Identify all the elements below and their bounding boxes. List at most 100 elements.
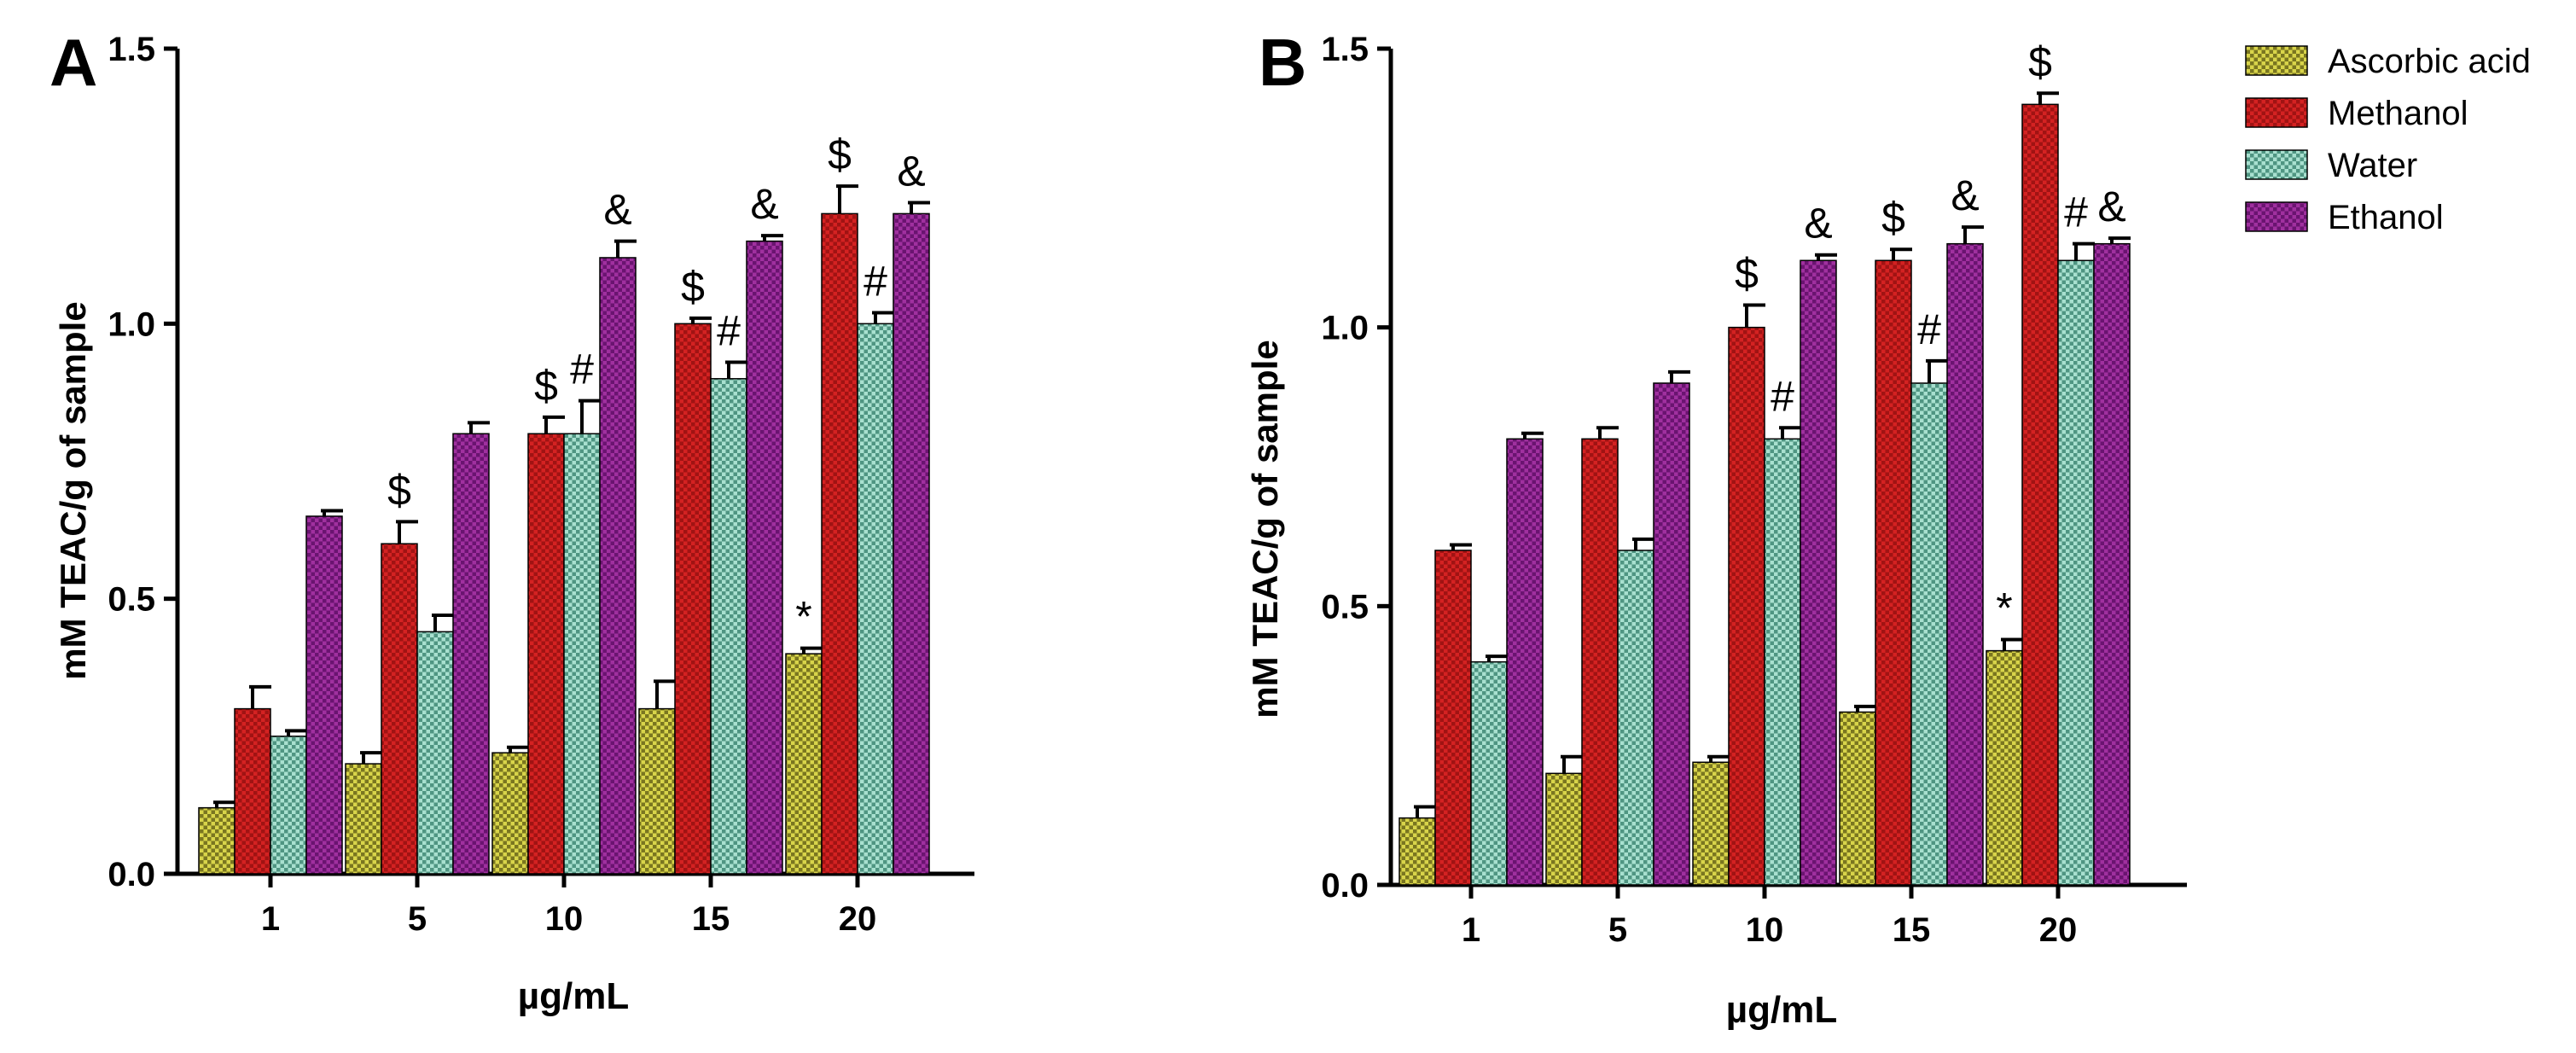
panel-b-label: B [1259, 25, 1306, 100]
panel-b-x-tick-label: 5 [1608, 911, 1627, 949]
panel-a-y-tick-label: 0.0 [108, 856, 155, 893]
panel-a-significance-ethanol-15: & [750, 180, 778, 228]
panel-a-error-bar-water-20 [872, 311, 894, 324]
panel-b-error-bar-water-10 [1779, 426, 1801, 439]
panel-b-significance-ascorbic-acid-20: * [1996, 585, 2012, 632]
panel-a-error-bar-ethanol-20 [908, 201, 930, 214]
panel-a-error-bar-ethanol-1 [321, 509, 343, 516]
panel-b-bar-ethanol-1 [1506, 438, 1544, 886]
panel-b-bar-water-1 [1470, 660, 1508, 886]
legend-swatch-ascorbic-acid [2245, 45, 2308, 76]
panel-a-x-tick-label: 20 [839, 900, 877, 938]
panel-a-error-bar-ascorbic-acid-5 [360, 751, 382, 765]
panel-b-significance-ethanol-10: & [1804, 200, 1832, 247]
panel-b-bar-methanol-15 [1875, 259, 1912, 886]
panel-a-error-bar-methanol-1 [249, 684, 271, 709]
panel-a-significance-ethanol-10: & [603, 186, 631, 234]
legend-swatch-methanol [2245, 97, 2308, 128]
panel-a-error-bar-ethanol-10 [614, 239, 637, 258]
panel-a-error-bar-water-1 [285, 729, 307, 736]
panel-a-error-bar-methanol-5 [396, 520, 418, 544]
panel-b-error-bar-ascorbic-acid-1 [1414, 805, 1436, 818]
panel-a-error-bar-ethanol-5 [468, 421, 490, 434]
legend-label-ascorbic-acid: Ascorbic acid [2328, 43, 2531, 80]
panel-a-x-tick-label: 15 [692, 900, 730, 938]
panel-a-significance-methanol-20: $ [828, 131, 852, 178]
panel-b-bar-water-20 [2057, 259, 2095, 886]
panel-a-error-bar-water-15 [725, 360, 747, 379]
legend-label-ethanol: Ethanol [2328, 199, 2444, 236]
panel-b-x-tick-label: 15 [1893, 911, 1931, 949]
panel-a-chart: 0.00.51.01.51 5 10 15 20$$ #&$#&*$#& [108, 31, 974, 938]
panel-b-significance-water-20: # [2064, 189, 2088, 236]
panel-a-label: A [49, 25, 97, 100]
panel-b-error-bar-ethanol-15 [1962, 225, 1984, 244]
panel-b-significance-methanol-20: $ [2028, 38, 2052, 85]
panel-b-error-bar-ascorbic-acid-5 [1561, 754, 1583, 774]
panel-b-significance-ethanol-15: & [1951, 172, 1979, 219]
panel-a-bar-water-5 [416, 631, 454, 875]
panel-a-bar-ascorbic-acid-15 [638, 707, 676, 875]
panel-b-bar-ascorbic-acid-20 [1986, 649, 2023, 886]
panel-b-x-tick-label: 20 [2039, 911, 2078, 949]
panel-a-error-bar-methanol-15 [689, 316, 712, 324]
panel-a-error-bar-ascorbic-acid-15 [654, 679, 676, 709]
panel-a-bar-ascorbic-acid-10 [491, 752, 529, 875]
panel-b-error-bar-water-1 [1486, 654, 1508, 662]
panel-a-bar-ascorbic-acid-20 [785, 653, 823, 875]
panel-a-y-tick-label: 1.0 [108, 305, 155, 343]
panel-b-bar-water-10 [1764, 438, 1801, 886]
panel-a-error-bar-ethanol-15 [761, 234, 783, 241]
panel-b-bar-ascorbic-acid-5 [1545, 772, 1583, 886]
panel-b-error-bar-ascorbic-acid-10 [1707, 754, 1730, 763]
panel-b-error-bar-water-15 [1926, 358, 1948, 383]
panel-b-error-bar-methanol-1 [1450, 543, 1472, 550]
panel-b-significance-methanol-10: $ [1735, 250, 1759, 298]
panel-a-bar-methanol-10 [527, 433, 565, 875]
panel-b-bar-ethanol-5 [1653, 382, 1690, 886]
panel-b-y-axis-title: mM TEAC/g of sample [1245, 340, 1285, 718]
panel-a-significance-water-20: # [864, 257, 887, 305]
panel-a-error-bar-water-10 [579, 399, 601, 434]
legend: Ascorbic acid Methanol Water Ethanol [2245, 43, 2531, 236]
panel-a-y-axis-title: mM TEAC/g of sample [53, 301, 93, 679]
panel-b-bar-ascorbic-acid-15 [1839, 711, 1876, 886]
panel-b-x-axis-title: µg/mL [1726, 989, 1837, 1031]
panel-b-bar-water-5 [1617, 550, 1654, 886]
panel-a-significance-methanol-10: $ [534, 362, 558, 410]
panel-b-significance-water-10: # [1771, 372, 1794, 420]
panel-a-error-bar-ascorbic-acid-20 [800, 646, 823, 654]
panel-b-bar-ethanol-10 [1800, 259, 1837, 886]
panel-a-bar-ascorbic-acid-1 [198, 806, 236, 875]
panel-a-x-tick-label: 5 [408, 900, 427, 938]
panel-b-x-tick-label: 1 [1462, 911, 1480, 949]
panel-a-bar-methanol-1 [234, 707, 271, 875]
panel-a-bar-water-1 [270, 736, 307, 875]
panel-a-significance-methanol-15: $ [681, 263, 705, 311]
panel-b-y-tick-label: 0.5 [1321, 588, 1369, 625]
panel-b-error-bar-methanol-5 [1596, 426, 1619, 439]
panel-a-bar-ethanol-20 [893, 212, 930, 875]
panel-a-bar-methanol-15 [674, 323, 712, 875]
panel-a-significance-methanol-5: $ [387, 466, 411, 514]
panel-a-y-tick-label: 1.5 [108, 31, 155, 68]
panel-a-y-tick-label: 0.5 [108, 581, 155, 619]
panel-b-y-tick-label: 1.0 [1321, 310, 1369, 347]
panel-b-bar-methanol-20 [2021, 103, 2059, 886]
panel-a-significance-ethanol-20: & [897, 148, 925, 195]
panel-a-error-bar-ascorbic-acid-10 [507, 745, 529, 753]
panel-b-error-bar-ethanol-5 [1668, 369, 1690, 383]
panel-a-bar-ethanol-10 [599, 257, 637, 875]
panel-a-x-axis-title: µg/mL [518, 975, 629, 1017]
panel-b-error-bar-methanol-10 [1743, 303, 1765, 328]
panel-b-significance-ethanol-20: & [2097, 183, 2125, 230]
panel-b-bar-ascorbic-acid-10 [1692, 761, 1730, 886]
panel-b-error-bar-methanol-15 [1890, 247, 1912, 261]
panel-b-y-tick-label: 0.0 [1321, 867, 1369, 905]
panel-b-error-bar-water-5 [1632, 537, 1654, 550]
panel-b-error-bar-ascorbic-acid-15 [1854, 704, 1876, 713]
legend-label-water: Water [2328, 147, 2417, 184]
panel-b-error-bar-ascorbic-acid-20 [2001, 637, 2023, 651]
panel-a-error-bar-ascorbic-acid-1 [213, 800, 236, 808]
